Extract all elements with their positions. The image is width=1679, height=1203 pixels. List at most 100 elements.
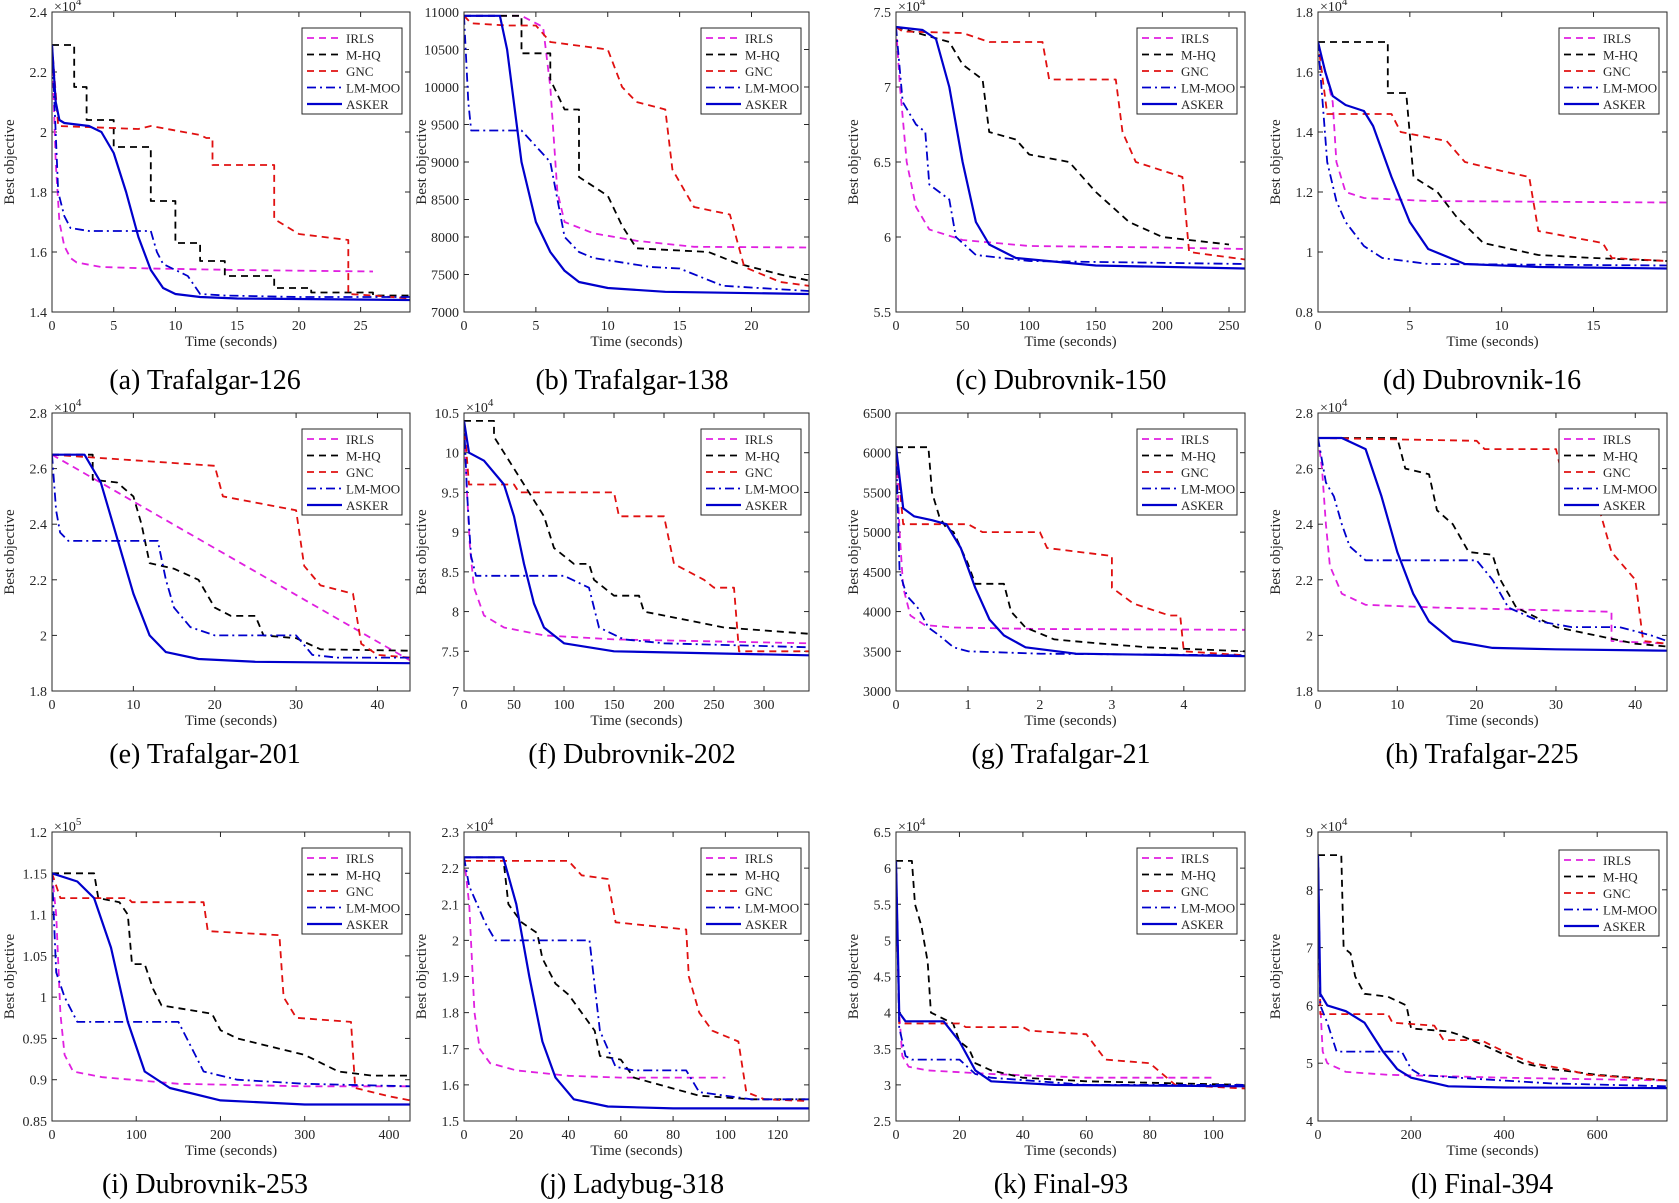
legend-entry: IRLS: [346, 31, 374, 46]
y-tick-label: 2: [40, 629, 47, 644]
series-line-lm-moo: [896, 447, 1245, 657]
y-tick-label: 5.5: [874, 306, 892, 321]
legend-entry: IRLS: [745, 851, 773, 866]
y-tick-label: 6: [884, 231, 891, 246]
axes-box: [895, 831, 1246, 1122]
panel-caption: (j) Ladybug-318: [540, 1169, 724, 1200]
y-tick-label: 2.2: [1296, 574, 1314, 589]
x-tick-label: 5: [110, 319, 117, 334]
legend-entry: IRLS: [745, 432, 773, 447]
x-tick-label: 5: [1406, 319, 1413, 334]
x-tick-label: 20: [745, 319, 759, 334]
panel-caption: (g) Trafalgar-21: [971, 739, 1150, 770]
series-line-asker: [896, 860, 1245, 1088]
y-tick-label: 9000: [431, 156, 459, 171]
y-tick-label: 2.1: [442, 898, 460, 913]
legend-box: [1558, 27, 1660, 115]
series-line-lm-moo: [52, 44, 410, 298]
y-tick-label: 10.5: [435, 407, 460, 422]
y-tick-label: 9500: [431, 119, 459, 134]
y-tick-label: 1.2: [1296, 186, 1314, 201]
legend-entry: M-HQ: [745, 449, 780, 464]
series-line-gnc: [464, 15, 809, 287]
chart-panel: 0 50 100 150 200 250 300 7 7.5 8 8.5 9 9.5 10 10.5 ×104…: [414, 397, 810, 770]
legend-entry: LM-MOO: [745, 482, 799, 497]
chart-panel: 0 5 10 15 20 25 1.4 1.6 1.8 2 2.2 2.4 ×104 Time (seco…: [2, 0, 411, 396]
y-tick-label: 1: [40, 991, 47, 1006]
y-tick-label: 1.8: [1296, 685, 1314, 700]
x-tick-label: 400: [1494, 1128, 1515, 1143]
x-tick-label: 50: [507, 698, 521, 713]
legend-entry: IRLS: [1181, 31, 1209, 46]
y-tick-label: 2.6: [30, 463, 48, 478]
axis-multiplier: ×104: [466, 397, 494, 416]
y-axis-label: Best objective: [2, 119, 18, 205]
y-tick-label: 7000: [431, 306, 459, 321]
x-tick-label: 200: [1152, 319, 1173, 334]
series-line-lm-moo: [464, 857, 809, 1101]
x-axis-label: Time (seconds): [1446, 1143, 1538, 1159]
x-tick-label: 80: [666, 1128, 680, 1143]
y-axis-label: Best objective: [414, 119, 430, 205]
series-line-gnc: [896, 26, 1245, 261]
y-tick-label: 1.8: [1296, 6, 1314, 21]
y-tick-label: 5000: [863, 526, 891, 541]
series-line-lm-moo: [1318, 855, 1667, 1088]
x-tick-label: 40: [1628, 698, 1642, 713]
legend-box: [301, 27, 403, 115]
legend-entry: ASKER: [346, 498, 389, 513]
x-tick-label: 30: [289, 698, 303, 713]
legend-entry: LM-MOO: [1603, 81, 1657, 96]
x-tick-label: 1: [964, 698, 971, 713]
series-line-irls: [52, 873, 410, 1088]
y-tick-label: 4000: [863, 606, 891, 621]
y-tick-label: 2.2: [442, 862, 460, 877]
chart-panel: 0 5 10 15 0.8 1 1.2 1.4 1.6 1.8 ×104 Time (seconds)…: [1268, 0, 1668, 396]
x-axis-label: Time (seconds): [1024, 334, 1116, 350]
y-tick-label: 2.5: [874, 1115, 892, 1130]
x-tick-label: 0: [461, 1128, 468, 1143]
y-tick-label: 1.8: [30, 186, 48, 201]
legend-entry: LM-MOO: [346, 901, 400, 916]
legend-entry: IRLS: [1603, 853, 1631, 868]
series-line-lm-moo: [1318, 41, 1667, 267]
series-line-irls: [464, 857, 726, 1079]
x-tick-label: 10: [1390, 698, 1404, 713]
legend-entry: GNC: [346, 884, 373, 899]
axes-box: [1317, 412, 1668, 692]
y-tick-label: 3000: [863, 685, 891, 700]
legend-entry: GNC: [346, 465, 373, 480]
legend-entry: IRLS: [346, 432, 374, 447]
y-tick-label: 7.5: [874, 6, 892, 21]
axis-multiplier: ×104: [54, 0, 82, 15]
legend-entry: LM-MOO: [745, 81, 799, 96]
x-tick-label: 20: [509, 1128, 523, 1143]
y-axis-label: Best objective: [1268, 509, 1284, 595]
series-line-irls: [1318, 41, 1667, 204]
y-tick-label: 11000: [425, 6, 459, 21]
x-tick-label: 100: [1203, 1128, 1224, 1143]
y-tick-label: 6500: [863, 407, 891, 422]
x-tick-label: 0: [893, 1128, 900, 1143]
x-axis-label: Time (seconds): [185, 1143, 277, 1159]
series-line-gnc: [52, 44, 410, 300]
chart-panel: 0 20 40 60 80 100 120 1.5 1.6 1.7 1.8 1.9 2 2.1 2.2 2.3…: [414, 816, 810, 1200]
legend-entry: LM-MOO: [1603, 482, 1657, 497]
y-tick-label: 10500: [424, 44, 459, 59]
y-axis-label: Best objective: [2, 933, 18, 1019]
y-tick-label: 2: [40, 126, 47, 141]
x-tick-label: 15: [230, 319, 244, 334]
series-line-irls: [52, 453, 410, 662]
axes-box: [895, 412, 1246, 692]
y-tick-label: 0.9: [30, 1074, 48, 1089]
y-tick-label: 2.2: [30, 66, 48, 81]
series-line-gnc: [52, 453, 410, 659]
axes-box: [463, 412, 810, 692]
legend-entry: IRLS: [1603, 31, 1631, 46]
y-tick-label: 4: [1306, 1115, 1313, 1130]
legend-entry: IRLS: [745, 31, 773, 46]
